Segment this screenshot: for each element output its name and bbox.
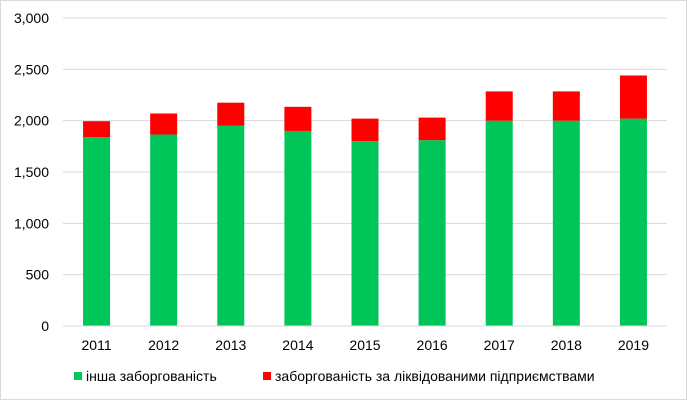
bar-other-debt-2015 (351, 141, 379, 326)
x-tick-label: 2019 (618, 337, 649, 353)
y-tick-label: 1,000 (14, 215, 49, 231)
legend-label: заборгованість за ліквідованими підприєм… (275, 368, 595, 384)
bar-liquidated-debt-2011 (83, 121, 111, 138)
bar-other-debt-2013 (217, 125, 245, 326)
bar-other-debt-2017 (485, 120, 513, 327)
x-tick-label: 2012 (148, 337, 179, 353)
bar-liquidated-debt-2018 (552, 91, 580, 121)
bar-liquidated-debt-2019 (619, 75, 647, 119)
y-tick-label: 3,000 (14, 10, 49, 26)
bar-liquidated-debt-2013 (217, 102, 245, 126)
bar-liquidated-debt-2015 (351, 118, 379, 142)
bar-liquidated-debt-2014 (284, 106, 312, 131)
bar-other-debt-2012 (150, 134, 178, 326)
bar-other-debt-2014 (284, 130, 312, 326)
y-tick-label: 1,500 (14, 164, 49, 180)
bar-liquidated-debt-2017 (485, 91, 513, 121)
bar-liquidated-debt-2016 (418, 117, 446, 141)
legend-item-other-debt: інша заборгованість (74, 368, 217, 384)
legend-item-liquidated-debt: заборгованість за ліквідованими підприєм… (263, 368, 595, 384)
bar-other-debt-2011 (83, 137, 111, 326)
y-tick-label: 500 (26, 267, 50, 283)
legend-swatch-green (74, 372, 82, 380)
x-tick-label: 2013 (215, 337, 246, 353)
y-tick-label: 2,500 (14, 61, 49, 77)
x-tick-label: 2015 (349, 337, 380, 353)
x-tick-label: 2014 (282, 337, 313, 353)
x-tick-label: 2011 (82, 337, 112, 353)
y-tick-label: 2,000 (14, 113, 49, 129)
x-tick-label: 2018 (551, 337, 582, 353)
x-tick-label: 2017 (484, 337, 515, 353)
legend-label: інша заборгованість (86, 368, 217, 384)
legend-swatch-red (263, 372, 271, 380)
bar-liquidated-debt-2012 (150, 113, 178, 135)
bar-other-debt-2019 (619, 118, 647, 326)
bar-other-debt-2016 (418, 140, 446, 326)
bar-other-debt-2018 (552, 120, 580, 327)
x-tick-label: 2016 (417, 337, 448, 353)
y-tick-label: 0 (41, 318, 49, 334)
